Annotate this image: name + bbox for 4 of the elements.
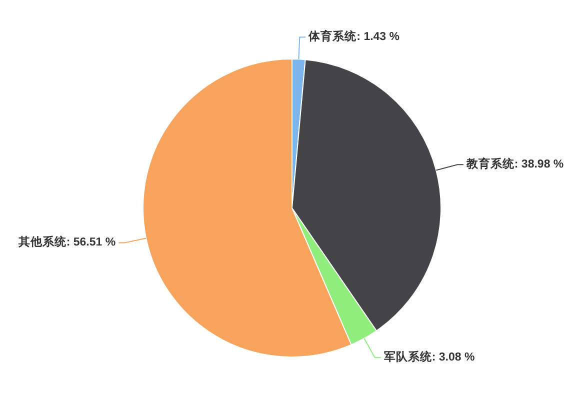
slice-label: 其他系统: 56.51 % xyxy=(17,234,116,249)
slice-label: 军队系统: 3.08 % xyxy=(384,350,475,364)
slice-label: 教育系统: 38.98 % xyxy=(465,156,564,171)
slice-label: 体育系统: 1.43 % xyxy=(308,29,400,44)
